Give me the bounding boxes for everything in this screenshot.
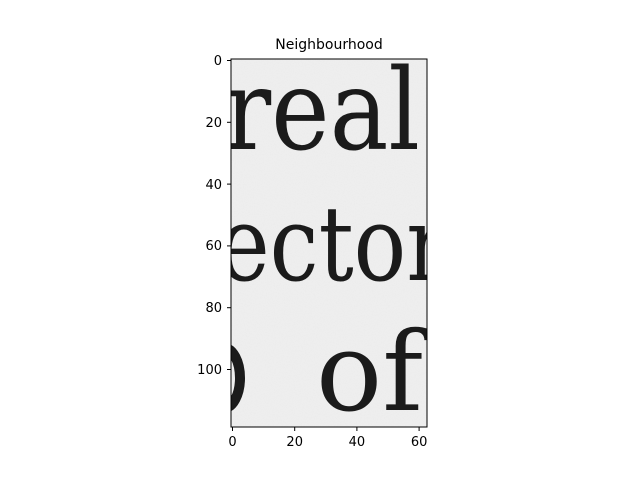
scanned-text-image: real ector of [218,46,448,436]
image-line-2: ector [218,183,448,305]
x-tick-label: 40 [349,435,366,450]
x-tick-label: 0 [228,435,236,450]
x-tick-label: 60 [411,435,428,450]
axes-frame [230,58,428,428]
y-tick-label: 0 [214,54,222,69]
image-line-3: of [231,308,430,436]
image-line-1: real [224,46,420,176]
image-grain [231,59,427,427]
x-tick-label: 20 [286,435,303,450]
y-axis: 0 20 40 60 80 100 [197,54,231,378]
y-tick-label: 20 [205,116,222,131]
image-line-3-word: of [316,308,430,436]
y-tick-label: 40 [205,178,222,193]
x-axis: 0 20 40 60 [228,427,427,450]
cropped-glyph [231,344,245,412]
y-tick-label: 100 [197,363,222,378]
y-tick-label: 80 [205,301,222,316]
y-tick-label: 60 [205,239,222,254]
plot-title: Neighbourhood [275,37,382,53]
